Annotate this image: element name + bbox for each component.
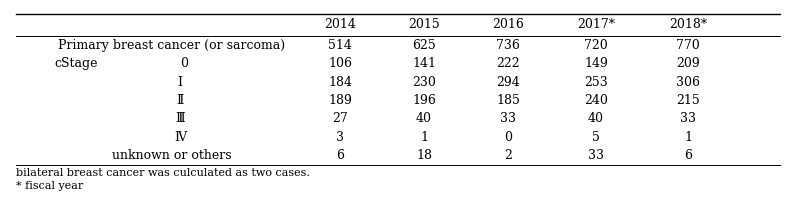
- Text: 514: 514: [328, 39, 352, 52]
- Text: 33: 33: [588, 149, 604, 162]
- Text: 770: 770: [676, 39, 700, 52]
- Text: 1: 1: [420, 131, 428, 144]
- Text: 33: 33: [500, 112, 516, 125]
- Text: 40: 40: [588, 112, 604, 125]
- Text: Ⅳ: Ⅳ: [174, 131, 186, 144]
- Text: 189: 189: [328, 94, 352, 107]
- Text: 2016: 2016: [492, 18, 524, 32]
- Text: 625: 625: [412, 39, 436, 52]
- Text: 0: 0: [504, 131, 512, 144]
- Text: 5: 5: [592, 131, 600, 144]
- Text: I: I: [178, 76, 182, 88]
- Text: 184: 184: [328, 76, 352, 88]
- Text: 2015: 2015: [408, 18, 440, 32]
- Text: 6: 6: [684, 149, 692, 162]
- Text: 2018*: 2018*: [669, 18, 707, 32]
- Text: unknown or others: unknown or others: [112, 149, 232, 162]
- Text: 240: 240: [584, 94, 608, 107]
- Text: 209: 209: [676, 57, 700, 70]
- Text: 306: 306: [676, 76, 700, 88]
- Text: 3: 3: [336, 131, 344, 144]
- Text: 2: 2: [504, 149, 512, 162]
- Text: bilateral breast cancer was culculated as two cases.: bilateral breast cancer was culculated a…: [16, 168, 310, 178]
- Text: Ⅱ: Ⅱ: [176, 94, 184, 107]
- Text: 18: 18: [416, 149, 432, 162]
- Text: 2014: 2014: [324, 18, 356, 32]
- Text: 736: 736: [496, 39, 520, 52]
- Text: 720: 720: [584, 39, 608, 52]
- Text: 230: 230: [412, 76, 436, 88]
- Text: cStage: cStage: [54, 57, 98, 70]
- Text: 215: 215: [676, 94, 700, 107]
- Text: 294: 294: [496, 76, 520, 88]
- Text: Primary breast cancer (or sarcoma): Primary breast cancer (or sarcoma): [58, 39, 286, 52]
- Text: 1: 1: [684, 131, 692, 144]
- Text: 222: 222: [496, 57, 520, 70]
- Text: 253: 253: [584, 76, 608, 88]
- Text: 149: 149: [584, 57, 608, 70]
- Text: 6: 6: [336, 149, 344, 162]
- Text: 27: 27: [332, 112, 348, 125]
- Text: 0: 0: [180, 57, 188, 70]
- Text: Ⅲ: Ⅲ: [175, 112, 185, 125]
- Text: * fiscal year: * fiscal year: [16, 181, 83, 191]
- Text: 106: 106: [328, 57, 352, 70]
- Text: 40: 40: [416, 112, 432, 125]
- Text: 141: 141: [412, 57, 436, 70]
- Text: 33: 33: [680, 112, 696, 125]
- Text: 2017*: 2017*: [577, 18, 615, 32]
- Text: 196: 196: [412, 94, 436, 107]
- Text: 185: 185: [496, 94, 520, 107]
